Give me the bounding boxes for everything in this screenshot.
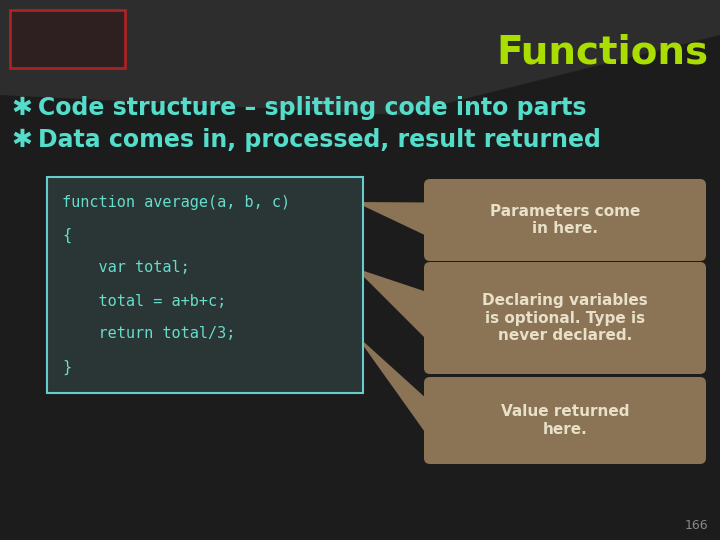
Text: Functions: Functions: [496, 33, 708, 71]
Text: ✱: ✱: [12, 128, 32, 152]
Polygon shape: [355, 268, 430, 343]
Text: return total/3;: return total/3;: [62, 327, 235, 341]
Text: total = a+b+c;: total = a+b+c;: [62, 294, 226, 308]
Text: ✱: ✱: [12, 96, 32, 120]
Text: Code structure – splitting code into parts: Code structure – splitting code into par…: [38, 96, 587, 120]
Polygon shape: [355, 334, 430, 439]
Text: var total;: var total;: [62, 260, 190, 275]
Polygon shape: [0, 0, 720, 115]
FancyBboxPatch shape: [424, 179, 706, 261]
FancyBboxPatch shape: [10, 10, 125, 68]
Text: function average(a, b, c): function average(a, b, c): [62, 194, 290, 210]
Text: {: {: [62, 227, 71, 242]
Text: Value returned
here.: Value returned here.: [500, 404, 629, 437]
Text: 166: 166: [685, 519, 708, 532]
Text: Declaring variables
is optional. Type is
never declared.: Declaring variables is optional. Type is…: [482, 293, 648, 343]
FancyBboxPatch shape: [424, 377, 706, 464]
Text: Parameters come
in here.: Parameters come in here.: [490, 204, 640, 236]
Text: }: }: [62, 360, 71, 375]
FancyBboxPatch shape: [47, 177, 363, 393]
Polygon shape: [355, 202, 430, 238]
Text: Data comes in, processed, result returned: Data comes in, processed, result returne…: [38, 128, 601, 152]
FancyBboxPatch shape: [424, 262, 706, 374]
